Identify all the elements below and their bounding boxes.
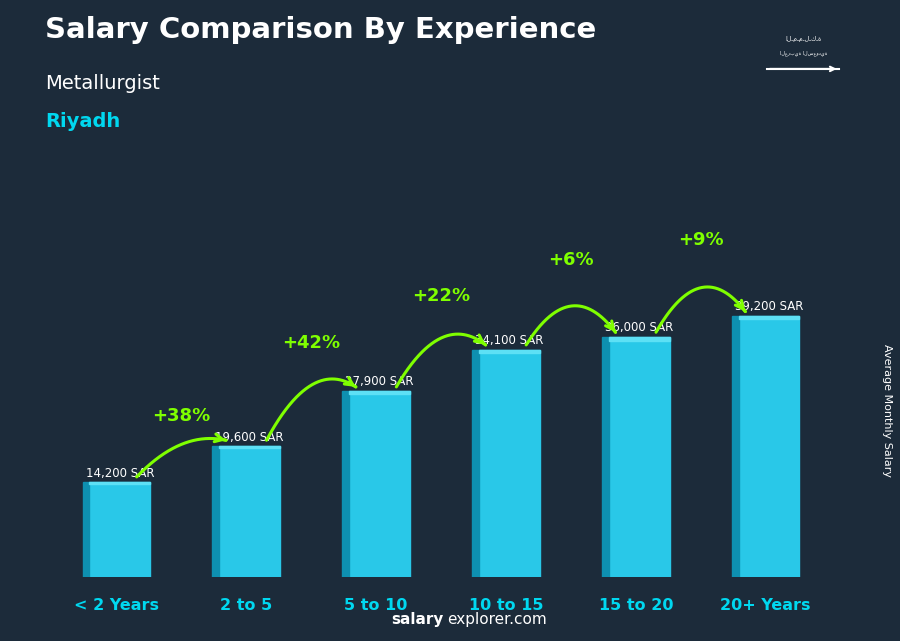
Text: Metallurgist: Metallurgist: [45, 74, 160, 93]
Bar: [472, 349, 479, 577]
Bar: [89, 482, 150, 484]
Bar: [342, 391, 349, 577]
Bar: [479, 349, 540, 577]
Text: Average Monthly Salary: Average Monthly Salary: [881, 344, 892, 477]
Text: 19,600 SAR: 19,600 SAR: [215, 431, 284, 444]
Text: +42%: +42%: [282, 334, 340, 352]
Text: explorer.com: explorer.com: [447, 612, 547, 627]
Text: Salary Comparison By Experience: Salary Comparison By Experience: [45, 16, 596, 44]
Bar: [739, 315, 799, 577]
Bar: [89, 482, 150, 577]
Bar: [349, 391, 410, 577]
Text: +22%: +22%: [412, 287, 470, 305]
Bar: [220, 446, 280, 448]
Text: +9%: +9%: [678, 231, 724, 249]
Bar: [608, 337, 670, 340]
Text: 27,900 SAR: 27,900 SAR: [346, 375, 414, 388]
Bar: [83, 482, 89, 577]
Bar: [608, 337, 670, 577]
Text: الـمـمـلـكـة: الـمـمـلـكـة: [785, 37, 822, 42]
Text: 39,200 SAR: 39,200 SAR: [734, 300, 803, 313]
Text: Riyadh: Riyadh: [45, 112, 121, 131]
Text: 14,200 SAR: 14,200 SAR: [86, 467, 154, 479]
Text: 36,000 SAR: 36,000 SAR: [605, 321, 673, 334]
Bar: [602, 337, 608, 577]
Bar: [479, 349, 540, 353]
Bar: [220, 446, 280, 577]
Text: salary: salary: [392, 612, 444, 627]
Text: +38%: +38%: [152, 407, 211, 425]
Bar: [732, 315, 739, 577]
Text: 34,100 SAR: 34,100 SAR: [475, 334, 544, 347]
Text: +6%: +6%: [548, 251, 594, 269]
Bar: [739, 315, 799, 319]
Bar: [349, 391, 410, 394]
Text: العربية السعودية: العربية السعودية: [779, 50, 827, 56]
Bar: [212, 446, 220, 577]
